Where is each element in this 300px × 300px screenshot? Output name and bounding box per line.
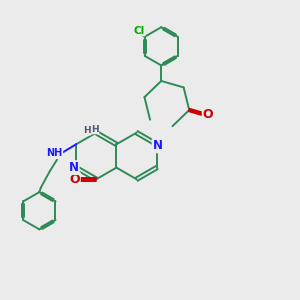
- Text: O: O: [69, 173, 80, 186]
- Text: NH: NH: [46, 148, 62, 158]
- Text: H: H: [91, 124, 99, 134]
- Text: N: N: [69, 161, 79, 174]
- Text: O: O: [203, 107, 213, 121]
- Text: N: N: [153, 139, 163, 152]
- Text: Cl: Cl: [133, 26, 145, 35]
- Text: H: H: [83, 126, 91, 135]
